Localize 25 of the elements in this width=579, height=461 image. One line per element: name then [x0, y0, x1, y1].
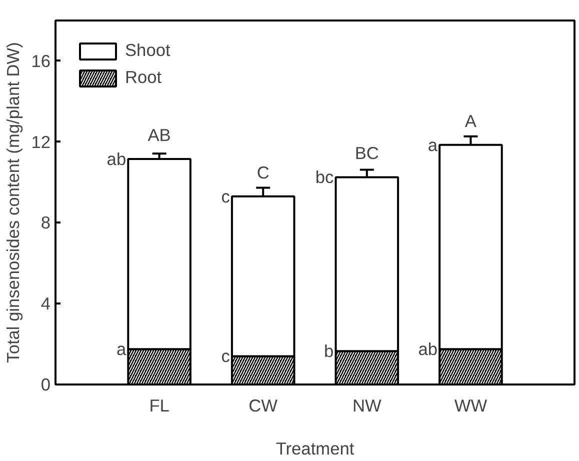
x-axis-title: Treatment	[276, 438, 354, 458]
annotation: C	[256, 162, 270, 182]
annotation: AB	[148, 125, 171, 146]
y-axis-title: Total ginsenosides content (mg/plant DW)	[3, 42, 24, 363]
annotation: a	[428, 134, 438, 155]
annotation: ab	[106, 149, 126, 170]
legend-label: Root	[125, 67, 162, 88]
annotation: b	[324, 341, 334, 362]
legend-label: Shoot	[125, 40, 170, 61]
annotation: bc	[315, 167, 334, 188]
x-tick-label: WW	[454, 396, 488, 416]
annotation: A	[464, 110, 477, 131]
y-tick-label: 8	[40, 212, 51, 233]
x-tick-label: CW	[248, 396, 278, 416]
annotation: c	[221, 186, 230, 206]
annotation: ab	[418, 339, 438, 360]
y-tick-label: 12	[31, 132, 51, 152]
annotation: BC	[354, 143, 379, 164]
x-tick-label: NW	[352, 396, 382, 416]
y-tick-label: 16	[31, 50, 51, 71]
y-tick-label: 0	[40, 374, 51, 394]
annotation: a	[116, 339, 126, 360]
x-tick-label: FL	[149, 396, 170, 416]
annotation: c	[221, 346, 230, 366]
y-tick-label: 4	[40, 294, 51, 314]
